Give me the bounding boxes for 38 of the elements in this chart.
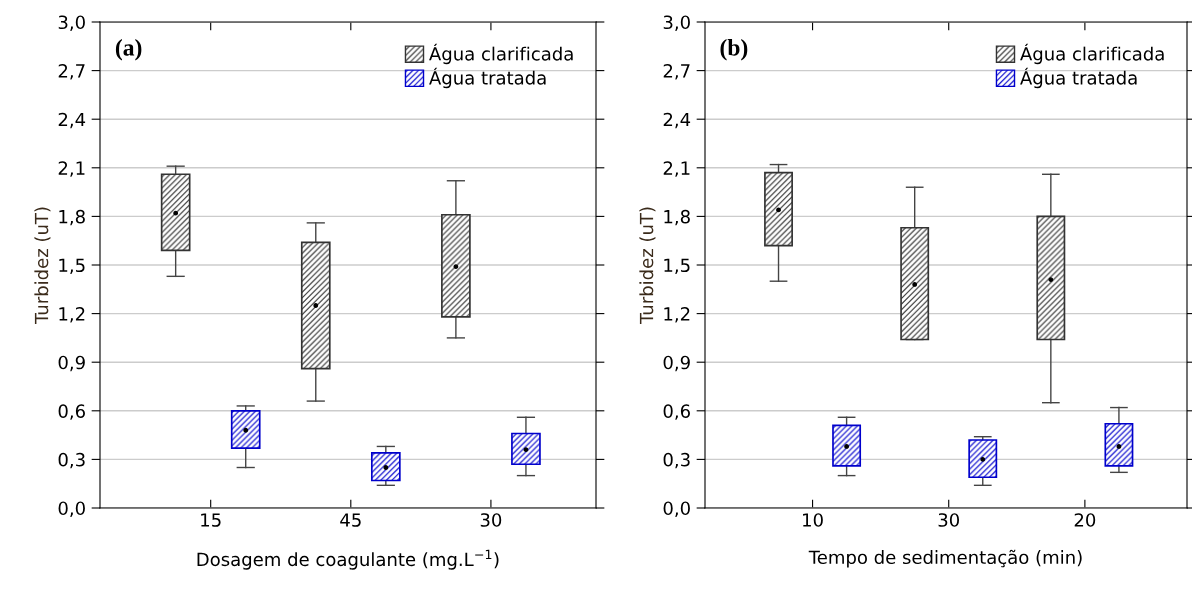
x-axis-title: Dosagem de coagulante (mg.L$^{−1}$) (197, 549, 499, 570)
y-tick-label: 1,2 (664, 307, 690, 323)
y-tick-label: 1,8 (59, 209, 85, 226)
y-tick-label: 1,8 (664, 209, 690, 226)
y-tick-label: 3,0 (58, 15, 85, 31)
y-tick-label: 1,2 (59, 307, 85, 323)
x-tick-label: 15 (201, 513, 221, 527)
y-tick-label: 0,0 (663, 501, 690, 517)
y-tick-label: 1,5 (59, 258, 85, 274)
legend-label: Água clarificada (1020, 43, 1164, 65)
x-tick-label: 20 (1074, 513, 1096, 527)
y-tick-label: 2,7 (663, 64, 690, 80)
legend-label: Água clarificada (429, 43, 573, 65)
annotation: (b) (720, 39, 748, 61)
y-axis-title: Turbidez (uT) (34, 207, 51, 325)
y-tick-label: 2,1 (58, 161, 85, 177)
x-tick-label: 30 (938, 513, 960, 527)
y-tick-label: 1,5 (664, 258, 690, 274)
x-tick-label: 10 (803, 513, 823, 527)
y-tick-label: 0,6 (663, 404, 690, 420)
legend-label: Água tratada (429, 67, 546, 89)
y-tick-label: 0,0 (58, 501, 85, 517)
annotation: (a) (115, 39, 142, 61)
y-tick-label: 3,0 (663, 15, 690, 31)
y-tick-label: 0,3 (58, 452, 85, 469)
y-tick-label: 2,1 (663, 161, 690, 177)
y-axis-title: Turbidez (uT) (639, 207, 656, 325)
x-tick-label: 30 (480, 513, 502, 527)
x-axis-title: Tempo de sedimentação (min) (808, 549, 1082, 568)
y-tick-label: 0,6 (58, 404, 85, 420)
y-tick-label: 0,3 (663, 452, 690, 469)
y-tick-label: 0,9 (663, 355, 690, 372)
legend-label: Água tratada (1020, 67, 1137, 89)
x-tick-label: 45 (340, 513, 361, 527)
y-tick-label: 0,9 (58, 355, 85, 372)
y-tick-label: 2,4 (663, 112, 691, 129)
y-tick-label: 2,7 (58, 64, 85, 80)
y-tick-label: 2,4 (58, 112, 86, 129)
